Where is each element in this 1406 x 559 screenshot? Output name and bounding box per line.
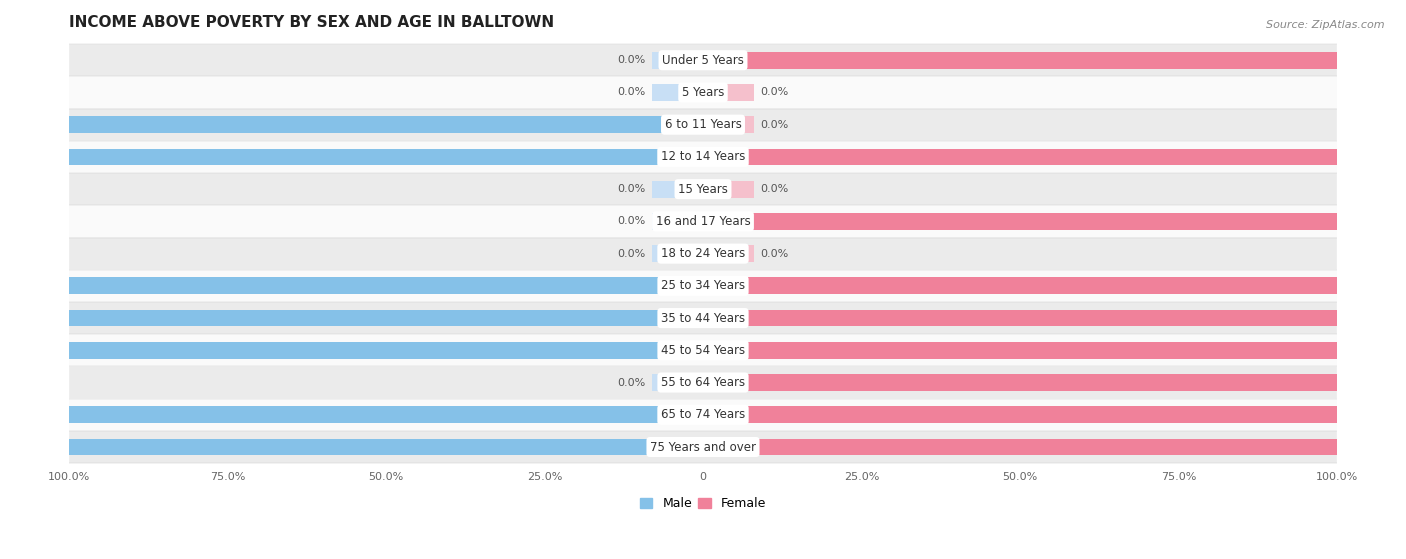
Bar (652, 84, 703, 101)
Bar (703, 439, 1337, 456)
Text: 0.0%: 0.0% (761, 120, 789, 130)
Bar (69, 342, 703, 359)
Text: 100.0%: 100.0% (14, 152, 59, 162)
Text: Under 5 Years: Under 5 Years (662, 54, 744, 67)
Text: 100.0%: 100.0% (1347, 313, 1392, 323)
FancyBboxPatch shape (69, 302, 1337, 334)
Bar (69, 116, 703, 133)
Text: 0.0%: 0.0% (617, 216, 645, 226)
Bar (652, 213, 703, 230)
Text: 100.0%: 100.0% (14, 313, 59, 323)
Text: 16 and 17 Years: 16 and 17 Years (655, 215, 751, 228)
Bar (703, 374, 1337, 391)
Bar (69, 149, 703, 165)
Text: 75 Years and over: 75 Years and over (650, 440, 756, 453)
Bar (652, 181, 703, 197)
Text: 55 to 64 Years: 55 to 64 Years (661, 376, 745, 389)
Text: INCOME ABOVE POVERTY BY SEX AND AGE IN BALLTOWN: INCOME ABOVE POVERTY BY SEX AND AGE IN B… (69, 15, 554, 30)
Text: 0.0%: 0.0% (761, 87, 789, 97)
Text: 12 to 14 Years: 12 to 14 Years (661, 150, 745, 163)
Text: 18 to 24 Years: 18 to 24 Years (661, 247, 745, 260)
Bar (652, 374, 703, 391)
Text: 6 to 11 Years: 6 to 11 Years (665, 118, 741, 131)
Text: 100.0%: 100.0% (1347, 377, 1392, 387)
Bar (703, 116, 754, 133)
Text: 15 Years: 15 Years (678, 183, 728, 196)
Text: 100.0%: 100.0% (1347, 345, 1392, 356)
FancyBboxPatch shape (69, 238, 1337, 270)
Text: 100.0%: 100.0% (1347, 216, 1392, 226)
Bar (703, 213, 1337, 230)
Text: 0.0%: 0.0% (617, 249, 645, 259)
Bar (703, 310, 1337, 326)
Text: 100.0%: 100.0% (14, 120, 59, 130)
FancyBboxPatch shape (69, 77, 1337, 108)
FancyBboxPatch shape (69, 399, 1337, 431)
Bar (69, 406, 703, 423)
Text: 100.0%: 100.0% (1347, 410, 1392, 420)
Text: 0.0%: 0.0% (617, 184, 645, 194)
FancyBboxPatch shape (69, 108, 1337, 141)
Bar (69, 277, 703, 294)
FancyBboxPatch shape (69, 44, 1337, 77)
Bar (69, 439, 703, 456)
Bar (703, 84, 754, 101)
Text: 0.0%: 0.0% (617, 87, 645, 97)
Text: 5 Years: 5 Years (682, 86, 724, 99)
FancyBboxPatch shape (69, 367, 1337, 399)
Text: 100.0%: 100.0% (14, 410, 59, 420)
Text: 65 to 74 Years: 65 to 74 Years (661, 408, 745, 421)
FancyBboxPatch shape (69, 141, 1337, 173)
Legend: Male, Female: Male, Female (636, 492, 770, 515)
Text: 100.0%: 100.0% (14, 442, 59, 452)
Bar (69, 310, 703, 326)
Text: 45 to 54 Years: 45 to 54 Years (661, 344, 745, 357)
Bar (703, 277, 1337, 294)
Bar (652, 52, 703, 69)
Bar (703, 149, 1337, 165)
Text: 0.0%: 0.0% (617, 55, 645, 65)
FancyBboxPatch shape (69, 334, 1337, 367)
Bar (703, 52, 1337, 69)
Text: 35 to 44 Years: 35 to 44 Years (661, 311, 745, 325)
Text: Source: ZipAtlas.com: Source: ZipAtlas.com (1267, 20, 1385, 30)
FancyBboxPatch shape (69, 205, 1337, 238)
Bar (703, 245, 754, 262)
Text: 100.0%: 100.0% (1347, 55, 1392, 65)
FancyBboxPatch shape (69, 270, 1337, 302)
Bar (703, 342, 1337, 359)
Text: 100.0%: 100.0% (1347, 442, 1392, 452)
Bar (652, 245, 703, 262)
FancyBboxPatch shape (69, 173, 1337, 205)
Text: 0.0%: 0.0% (761, 249, 789, 259)
Bar (703, 406, 1337, 423)
Text: 100.0%: 100.0% (1347, 152, 1392, 162)
Text: 100.0%: 100.0% (14, 281, 59, 291)
Text: 100.0%: 100.0% (1347, 281, 1392, 291)
Text: 0.0%: 0.0% (617, 377, 645, 387)
Text: 25 to 34 Years: 25 to 34 Years (661, 280, 745, 292)
FancyBboxPatch shape (69, 431, 1337, 463)
Text: 100.0%: 100.0% (14, 345, 59, 356)
Text: 0.0%: 0.0% (761, 184, 789, 194)
Bar (703, 181, 754, 197)
